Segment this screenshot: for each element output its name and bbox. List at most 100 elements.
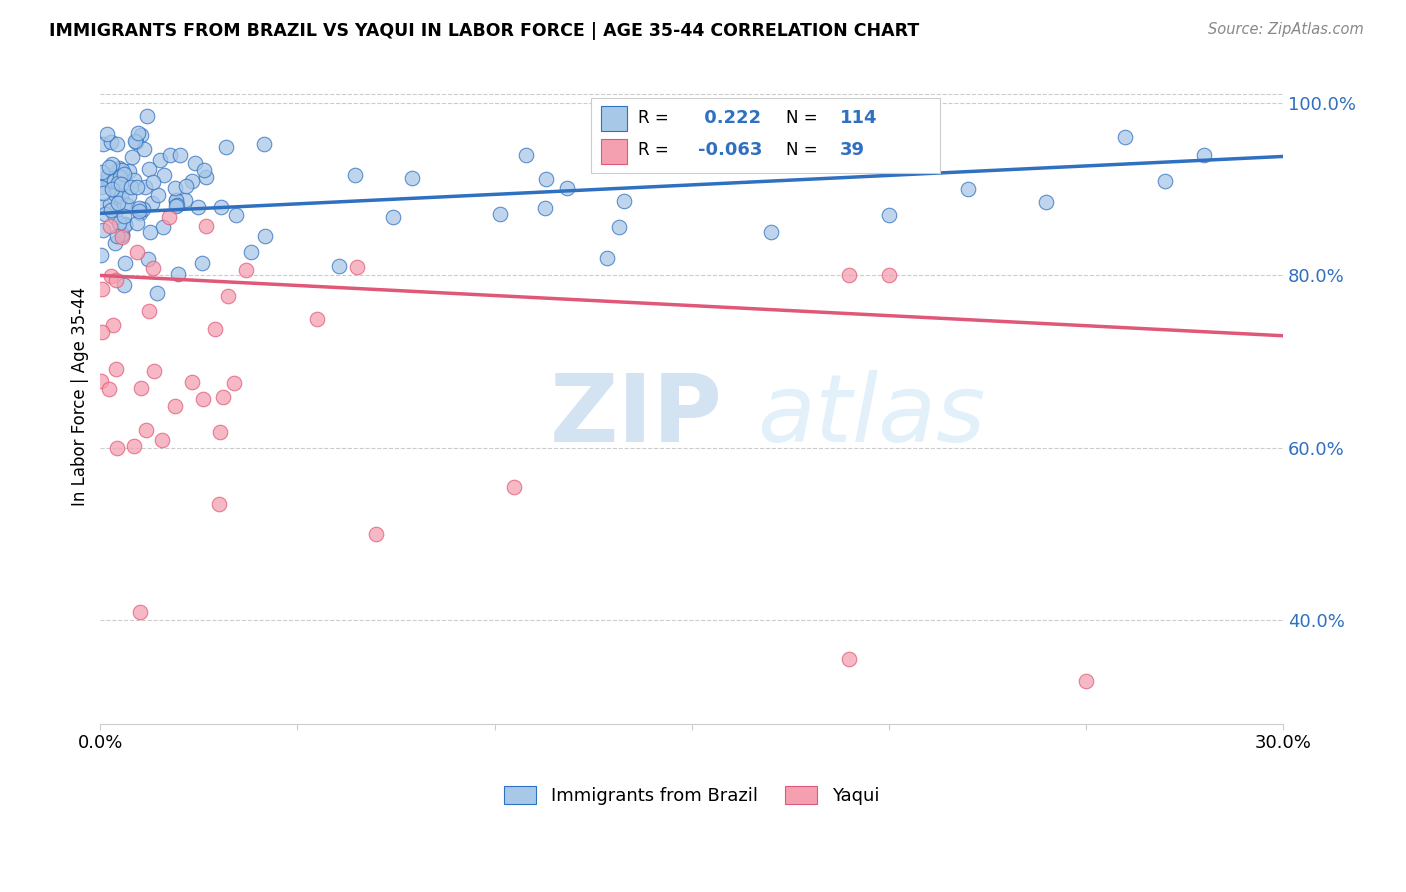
Point [129, 128, 152, 142]
Point [150, 433, 173, 447]
Point [1074, 673, 1097, 688]
Point [956, 182, 979, 196]
Point [114, 217, 136, 231]
Point [343, 168, 366, 182]
Text: -0.063: -0.063 [697, 142, 762, 160]
Point [105, 137, 128, 152]
Point [129, 381, 152, 395]
Point [118, 189, 141, 203]
Point [515, 148, 537, 162]
Point [134, 142, 156, 156]
Point [204, 322, 226, 336]
Point [112, 278, 135, 293]
Point [165, 199, 187, 213]
Point [94, 207, 117, 221]
Point [90, 282, 112, 296]
Point [142, 364, 165, 378]
Point [127, 126, 149, 140]
Point [98, 197, 121, 211]
Point [253, 229, 276, 244]
Point [195, 219, 218, 233]
Point [166, 198, 188, 212]
Point [125, 135, 148, 149]
Point [157, 210, 180, 224]
Point [111, 163, 134, 178]
Point [101, 156, 124, 170]
Point [503, 480, 526, 494]
Point [110, 189, 132, 203]
Point [534, 171, 557, 186]
Point [366, 527, 388, 541]
Point [90, 374, 112, 388]
Point [104, 362, 127, 376]
Point [118, 164, 141, 178]
Point [114, 219, 136, 233]
Point [91, 136, 114, 151]
Point [174, 178, 197, 193]
Point [132, 202, 155, 217]
Point [180, 174, 202, 188]
Point [145, 285, 167, 300]
Point [167, 267, 190, 281]
Point [181, 375, 204, 389]
Point [112, 197, 135, 211]
Point [759, 225, 782, 239]
Point [838, 652, 860, 666]
Point [104, 236, 127, 251]
Point [104, 183, 127, 197]
Point [98, 382, 121, 396]
Point [346, 260, 368, 274]
Point [129, 206, 152, 220]
Point [91, 199, 114, 213]
Point [557, 180, 579, 194]
Point [173, 193, 195, 207]
Point [142, 175, 165, 189]
Point [97, 168, 120, 182]
Point [107, 190, 129, 204]
Point [488, 207, 510, 221]
Point [1192, 147, 1215, 161]
Point [193, 162, 215, 177]
Point [1035, 195, 1057, 210]
Point [165, 194, 187, 208]
Point [149, 153, 172, 168]
Point [307, 311, 329, 326]
Point [112, 209, 135, 223]
Point [235, 263, 257, 277]
Point [134, 179, 156, 194]
Point [108, 169, 131, 184]
Point [125, 179, 148, 194]
Point [100, 202, 122, 217]
Text: ZIP: ZIP [550, 370, 723, 462]
Point [90, 180, 112, 194]
Point [187, 200, 209, 214]
Point [104, 210, 127, 224]
Point [121, 150, 143, 164]
Point [224, 376, 246, 390]
Point [217, 289, 239, 303]
Point [195, 169, 218, 184]
Point [91, 325, 114, 339]
Text: 39: 39 [839, 142, 865, 160]
Bar [600, 138, 627, 163]
Point [596, 251, 619, 265]
Point [128, 203, 150, 218]
Point [93, 186, 115, 200]
Point [207, 497, 229, 511]
Point [105, 229, 128, 244]
Point [1114, 130, 1136, 145]
Point [138, 161, 160, 176]
Point [152, 169, 174, 183]
Point [128, 605, 150, 619]
Point [104, 186, 127, 201]
Point [191, 256, 214, 270]
Point [108, 161, 131, 176]
Point [125, 216, 148, 230]
Point [120, 179, 142, 194]
Point [877, 268, 900, 283]
Point [212, 390, 235, 404]
Point [91, 164, 114, 178]
Point [96, 128, 118, 142]
Point [534, 201, 557, 215]
Point [838, 268, 860, 283]
